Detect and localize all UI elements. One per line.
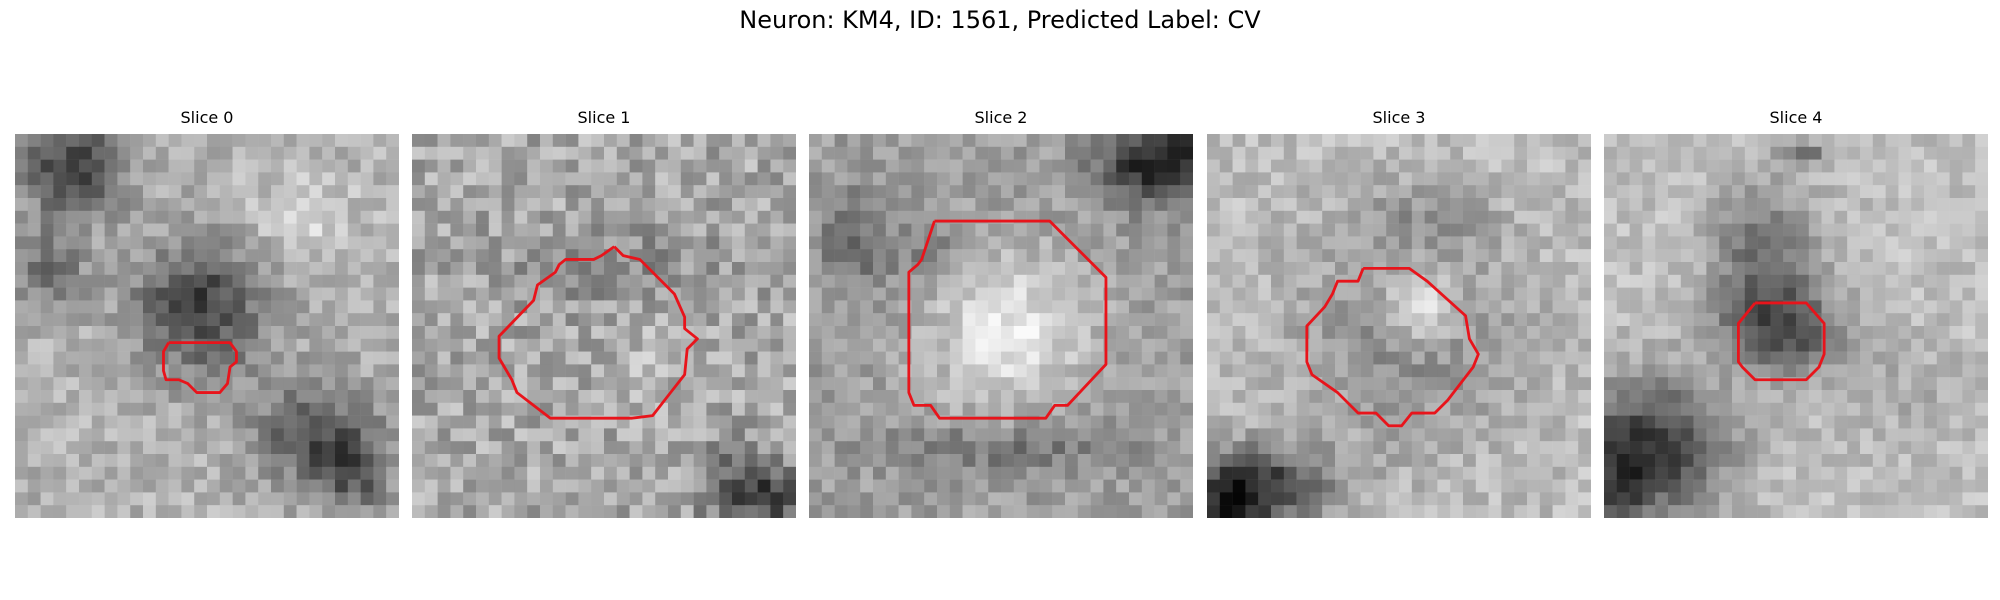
slice-panel-4: Slice 4	[1604, 108, 1988, 520]
slice-panel-1: Slice 1	[412, 108, 796, 520]
roi-contour	[162, 341, 238, 394]
roi-contour	[497, 245, 699, 420]
slice-title: Slice 2	[974, 108, 1028, 127]
slice-image	[1207, 134, 1591, 518]
slice-panel-2: Slice 2	[809, 108, 1193, 520]
slice-panel-3: Slice 3	[1207, 108, 1591, 520]
roi-contour	[1305, 266, 1480, 428]
slice-title: Slice 1	[577, 108, 631, 127]
slice-image	[412, 134, 796, 518]
slice-panel-0: Slice 0	[15, 108, 399, 520]
figure-title: Neuron: KM4, ID: 1561, Predicted Label: …	[739, 6, 1261, 34]
slice-title: Slice 3	[1372, 108, 1426, 127]
slice-title: Slice 0	[180, 108, 234, 127]
slice-image	[1604, 134, 1988, 518]
slice-image	[809, 134, 1193, 518]
slice-image	[15, 134, 399, 518]
roi-contour	[1736, 301, 1826, 382]
slice-title: Slice 4	[1769, 108, 1823, 127]
roi-contour	[907, 219, 1108, 420]
